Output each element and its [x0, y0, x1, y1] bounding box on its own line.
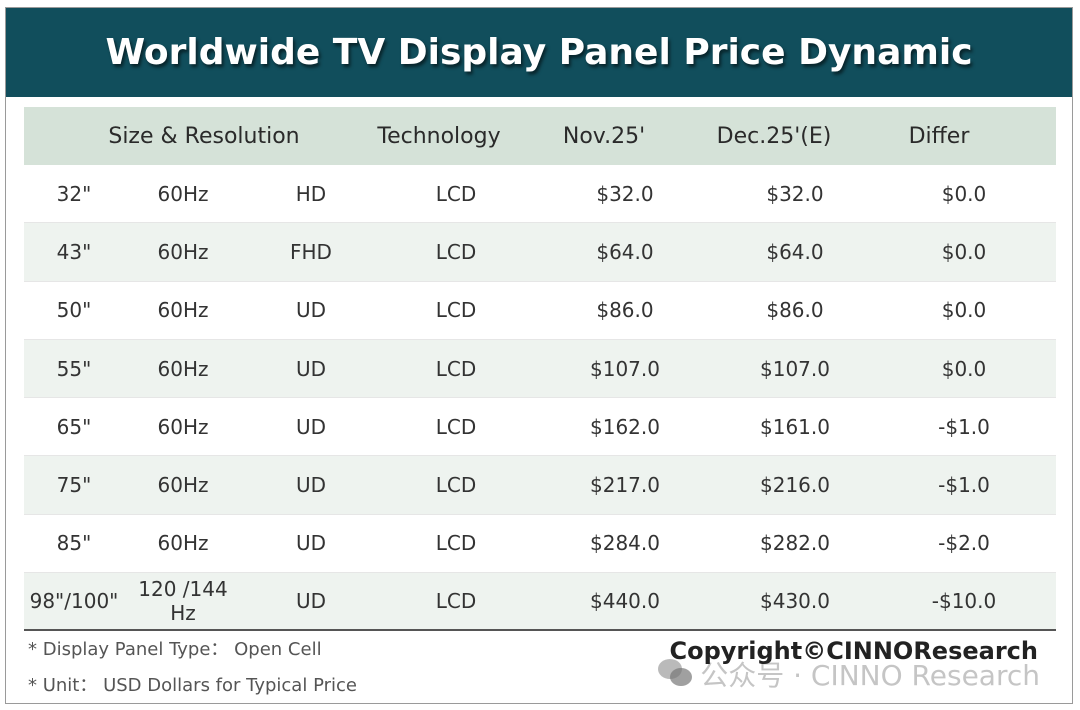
- table-header: Size & Resolution Technology Nov.25' Dec…: [24, 107, 1056, 165]
- cell-nov: $284.0: [590, 531, 660, 556]
- watermark-text: 公众号 · CINNO Research: [700, 659, 1040, 692]
- header-size-resolution: Size & Resolution: [108, 123, 300, 149]
- cell-tech: LCD: [435, 589, 477, 614]
- cell-hz: 60Hz: [157, 473, 209, 498]
- table-row: 85" 60Hz UD LCD $284.0 $282.0 -$2.0: [24, 515, 1056, 574]
- cell-dec: $216.0: [760, 473, 830, 498]
- wechat-icon: [658, 659, 694, 689]
- header-nov: Nov.25': [562, 123, 646, 149]
- watermark: 公众号 · CINNO Research: [658, 654, 1040, 694]
- table-row: 32" 60Hz HD LCD $32.0 $32.0 $0.0: [24, 165, 1056, 224]
- cell-differ: $0.0: [941, 298, 987, 323]
- table-row: 65" 60Hz UD LCD $162.0 $161.0 -$1.0: [24, 398, 1056, 457]
- cell-hz: 60Hz: [157, 356, 209, 381]
- cell-nov: $162.0: [590, 414, 660, 439]
- cell-res: UD: [295, 356, 327, 381]
- cell-tech: LCD: [435, 239, 477, 264]
- cell-differ: $0.0: [941, 356, 987, 381]
- cell-res: UD: [295, 298, 327, 323]
- cell-nov: $32.0: [596, 181, 654, 206]
- cell-nov: $86.0: [596, 298, 654, 323]
- note-panel-type: * Display Panel Type： Open Cell: [28, 639, 322, 660]
- header-differ: Differ: [908, 123, 970, 149]
- cell-nov: $64.0: [596, 239, 654, 264]
- cell-dec: $86.0: [766, 298, 824, 323]
- cell-size: 85": [56, 531, 92, 556]
- cell-res: HD: [295, 181, 327, 206]
- cell-nov: $107.0: [590, 356, 660, 381]
- cell-differ: $0.0: [941, 239, 987, 264]
- cell-tech: LCD: [435, 473, 477, 498]
- cell-differ: -$10.0: [931, 589, 997, 614]
- cell-differ: -$2.0: [938, 531, 990, 556]
- cell-hz: 60Hz: [157, 239, 209, 264]
- note-unit: * Unit： USD Dollars for Typical Price: [28, 675, 357, 696]
- table-row: 98"/100" 120 /144 Hz UD LCD $440.0 $430.0 -$10…: [24, 573, 1056, 632]
- table-row: 55" 60Hz UD LCD $107.0 $107.0 $0.0: [24, 339, 1056, 399]
- cell-differ: -$1.0: [938, 473, 990, 498]
- cell-size: 32": [56, 181, 92, 206]
- header-technology: Technology: [377, 123, 501, 149]
- copyright: Copyright©CINNOResearch: [669, 637, 1038, 665]
- cell-nov: $217.0: [590, 473, 660, 498]
- cell-hz: 60Hz: [157, 531, 209, 556]
- cell-tech: LCD: [435, 298, 477, 323]
- cell-hz: 60Hz: [157, 181, 209, 206]
- table-row: 50" 60Hz UD LCD $86.0 $86.0 $0.0: [24, 282, 1056, 340]
- page-title: Worldwide TV Display Panel Price Dynamic: [105, 32, 973, 73]
- cell-tech: LCD: [435, 414, 477, 439]
- cell-size: 65": [56, 414, 92, 439]
- cell-hz: 60Hz: [157, 414, 209, 439]
- cell-res: UD: [295, 589, 327, 614]
- price-table: Size & Resolution Technology Nov.25' Dec…: [24, 107, 1056, 632]
- cell-dec: $161.0: [760, 414, 830, 439]
- cell-dec: $64.0: [766, 239, 824, 264]
- cell-nov: $440.0: [590, 589, 660, 614]
- table-row: 75" 60Hz UD LCD $217.0 $216.0 -$1.0: [24, 456, 1056, 515]
- cell-hz: 60Hz: [157, 298, 209, 323]
- header-dec: Dec.25'(E): [716, 123, 832, 149]
- cell-tech: LCD: [435, 181, 477, 206]
- cell-dec: $107.0: [760, 356, 830, 381]
- cell-differ: $0.0: [941, 181, 987, 206]
- cell-differ: -$1.0: [938, 414, 990, 439]
- cell-tech: LCD: [435, 531, 477, 556]
- cell-res: UD: [295, 473, 327, 498]
- cell-size: 98"/100": [29, 589, 119, 614]
- cell-dec: $282.0: [760, 531, 830, 556]
- footnotes: * Display Panel Type： Open Cell * Unit： …: [28, 632, 357, 704]
- cell-res: UD: [295, 531, 327, 556]
- cell-size: 43": [56, 239, 92, 264]
- cell-res: FHD: [290, 239, 332, 264]
- cell-size: 75": [56, 473, 92, 498]
- cell-res: UD: [295, 414, 327, 439]
- cell-dec: $32.0: [766, 181, 824, 206]
- title-banner: Worldwide TV Display Panel Price Dynamic: [6, 8, 1072, 97]
- cell-tech: LCD: [435, 356, 477, 381]
- cell-size: 50": [56, 298, 92, 323]
- report-frame: Worldwide TV Display Panel Price Dynamic…: [5, 7, 1073, 704]
- table-row: 43" 60Hz FHD LCD $64.0 $64.0 $0.0: [24, 223, 1056, 282]
- cell-hz: 120 /144 Hz: [138, 577, 228, 626]
- cell-dec: $430.0: [760, 589, 830, 614]
- cell-size: 55": [56, 356, 92, 381]
